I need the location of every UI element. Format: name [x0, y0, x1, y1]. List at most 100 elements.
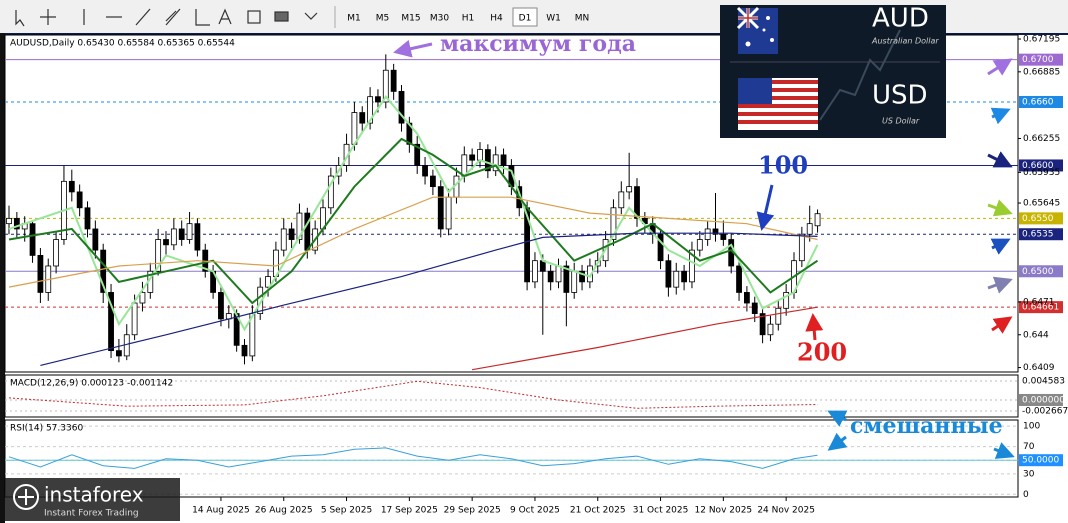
timeframe-button[interactable]: H4: [490, 14, 503, 24]
level-arrows: [987, 58, 1015, 459]
text-tool[interactable]: [218, 8, 232, 25]
base-code: AUD: [872, 4, 929, 34]
y-tick-label: 0.66885: [1023, 67, 1060, 77]
candle-body: [759, 313, 766, 336]
arrow: [393, 39, 433, 58]
level-label-box: [1019, 393, 1063, 406]
candle-body: [492, 154, 499, 172]
candle-body: [414, 143, 421, 166]
currency-inset: AUD Australian Dollar USD US Dollar: [720, 4, 946, 138]
candle-body: [704, 228, 711, 240]
label-tool[interactable]: [247, 10, 261, 24]
level-label: 0.6550: [1022, 214, 1054, 224]
trendline-tool[interactable]: [135, 8, 151, 26]
level-label: 0.6700: [1022, 55, 1054, 65]
y-tick-label: 0.6409: [1023, 363, 1055, 373]
candle-body: [178, 228, 185, 240]
candle-body: [429, 175, 436, 188]
cursor-tool[interactable]: [15, 10, 25, 27]
candle-body: [555, 265, 562, 283]
candle-body: [696, 239, 703, 251]
timeframe-button[interactable]: M15: [401, 14, 420, 24]
candle-body: [798, 233, 805, 262]
annotation-year-high: максимум года: [440, 31, 636, 57]
arrow: [756, 184, 775, 231]
candle-body: [783, 292, 790, 309]
timeframe-button[interactable]: MN: [575, 14, 590, 24]
candle-body: [29, 223, 36, 256]
y-tick-label: 0.000000: [1022, 395, 1065, 405]
base-name: Australian Dollar: [871, 37, 939, 46]
level-label-box: [1019, 301, 1063, 314]
x-tick-label: 14 Aug 2025: [192, 506, 250, 516]
candle-body: [571, 270, 578, 293]
candle-body: [532, 260, 538, 283]
candle-body: [100, 249, 107, 293]
arrow: [827, 432, 848, 451]
channel-tool[interactable]: [165, 8, 181, 26]
candle-body: [390, 69, 397, 92]
candle-body: [131, 302, 138, 336]
brand: instaforex: [44, 483, 144, 507]
arrow: [827, 410, 848, 427]
x-tick-label: 9 Oct 2025: [510, 506, 560, 516]
y-tick-label: -0.002667: [1022, 407, 1068, 417]
timeframe-button[interactable]: H1: [462, 14, 475, 24]
candle-body: [437, 186, 444, 230]
candle-body: [681, 270, 687, 283]
candle-body: [296, 212, 303, 240]
timeframe-active: [512, 7, 538, 27]
candle-body: [241, 344, 248, 357]
x-tick-label: 17 Sep 2025: [381, 506, 438, 516]
fibo-tool[interactable]: [195, 9, 210, 26]
level-label: 0.6600: [1022, 161, 1054, 171]
level-label: 0.6500: [1022, 267, 1054, 277]
x-tick-label: 5 Sep 2025: [321, 506, 372, 516]
candle-body: [736, 265, 742, 293]
quote-name: US Dollar: [882, 117, 920, 126]
y-tick-label: 0.6471: [1023, 297, 1055, 307]
y-tick-label: 0.004583: [1022, 376, 1065, 386]
candle-body: [84, 207, 91, 230]
candle-body: [13, 217, 20, 230]
candle-body: [155, 239, 162, 272]
candle-body: [265, 276, 271, 288]
candle-body: [744, 292, 750, 304]
candle-body: [6, 217, 12, 225]
chart-header: AUDUSD,Daily 0.65430 0.65584 0.65365 0.6…: [10, 39, 235, 49]
level-label: 50.0000: [1022, 456, 1059, 466]
arrows-tool[interactable]: [304, 12, 318, 20]
crosshair-tool[interactable]: [40, 9, 56, 25]
timeframe-button[interactable]: W1: [546, 14, 561, 24]
timeframe-button[interactable]: M30: [430, 14, 449, 24]
y-tick-label: 30: [1023, 469, 1035, 479]
candle-body: [775, 307, 782, 325]
candle-body: [163, 239, 169, 246]
candle-body: [367, 96, 374, 124]
x-tick-label: 21 Oct 2025: [570, 506, 626, 516]
quote-code: USD: [872, 81, 928, 111]
level-label-box: [1019, 53, 1063, 66]
candle-body: [375, 96, 381, 103]
candle-body: [579, 270, 585, 283]
timeframe-button[interactable]: M1: [347, 14, 361, 24]
level-label: 0.64661: [1022, 303, 1059, 313]
tagline: Instant Forex Trading: [44, 509, 139, 519]
timeframe-button[interactable]: D1: [519, 14, 532, 24]
moving-average: [40, 232, 818, 366]
candle-body: [92, 228, 99, 251]
candle-body: [398, 90, 405, 124]
shape-tool[interactable]: [274, 11, 289, 22]
candle-body: [626, 186, 633, 193]
annotation-ma200: 200: [797, 338, 847, 367]
timeframe-button[interactable]: M5: [376, 14, 390, 24]
candle-body: [304, 212, 311, 251]
candle-body: [139, 292, 146, 304]
candle-body: [37, 254, 44, 293]
y-tick-label: 0.65645: [1023, 199, 1060, 209]
candle-body: [53, 239, 59, 267]
macd-plot: [5, 380, 1018, 412]
candle-body: [547, 270, 554, 283]
y-tick-label: 0.65935: [1023, 168, 1060, 178]
